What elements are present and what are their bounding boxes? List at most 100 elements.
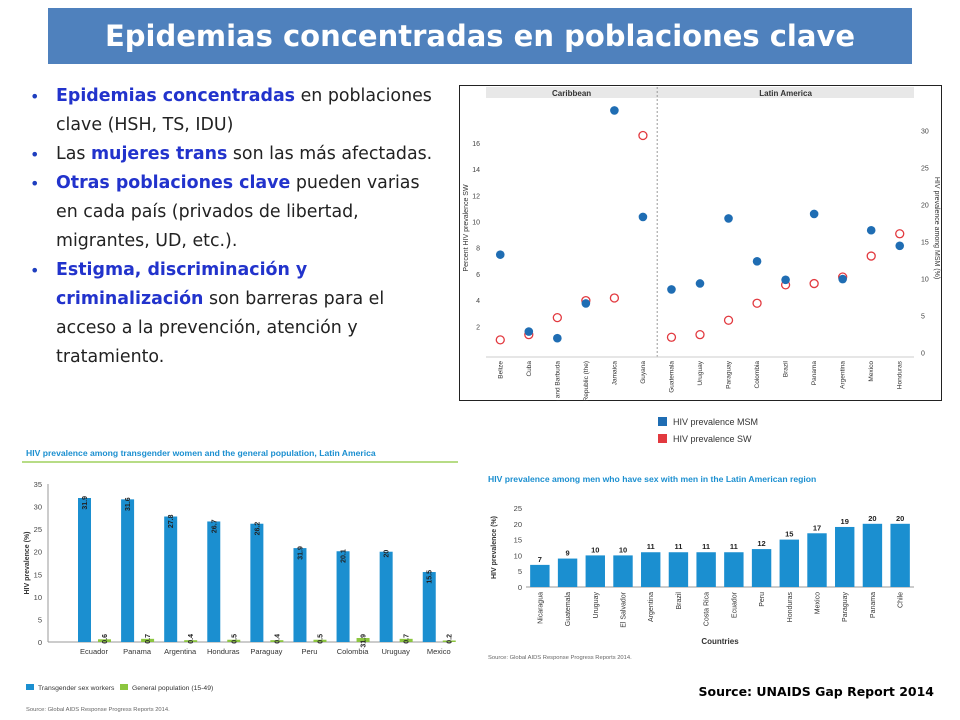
y-tick-right: 10 — [921, 277, 929, 284]
bar-value-label: 19 — [841, 517, 849, 526]
x-tick-label: Mexico — [868, 361, 875, 382]
group-label: Latin America — [759, 89, 812, 98]
chart-frame — [459, 85, 942, 401]
legend-swatch-msm — [658, 417, 667, 426]
group-label: Caribbean — [552, 89, 591, 98]
msm-bar — [641, 552, 661, 587]
bar-value-label: 0.5 — [317, 634, 324, 644]
bar-value-label: 31.9 — [361, 634, 368, 648]
x-tick-label: Panama — [123, 647, 152, 656]
msm-point — [524, 327, 534, 336]
sw-point — [666, 332, 677, 342]
general-population-bar — [442, 640, 456, 642]
general-population-bar — [184, 640, 198, 642]
y-tick-label: 35 — [34, 480, 42, 489]
msm-bar — [557, 558, 578, 587]
msm-bar — [530, 564, 550, 587]
transgender-bar — [207, 521, 221, 642]
y-tick-label: 25 — [514, 504, 522, 513]
sw-point — [695, 330, 705, 340]
msm-bar — [890, 523, 910, 587]
y-tick-label: 0 — [38, 638, 42, 647]
bar-value-label: 31.6 — [125, 497, 132, 511]
x-tick-label: Belize — [497, 361, 504, 379]
slide-source-note: Source: UNAIDS Gap Report 2014 — [698, 684, 934, 699]
bar-chart-msm-prevalence: HIV prevalence among men who have sex wi… — [484, 468, 924, 668]
bar-value-label: 0.5 — [231, 634, 238, 644]
bar-value-label: 0.2 — [447, 634, 454, 644]
y-tick-label: 15 — [34, 570, 42, 579]
bar-value-label: 15 — [785, 530, 793, 539]
x-tick-label: Argentina — [840, 361, 847, 389]
legend-label-transgender: Transgender sex workers — [38, 685, 115, 692]
x-tick-label: Argentina — [164, 647, 197, 656]
y-tick-left: 4 — [476, 298, 480, 305]
x-tick-label: Colombia — [337, 647, 370, 656]
y-tick-label: 20 — [34, 548, 42, 557]
msm-bar — [613, 555, 633, 587]
general-population-bar — [270, 640, 284, 642]
x-tick-label: Panama — [811, 361, 818, 386]
y-tick-left: 8 — [476, 246, 480, 253]
general-population-bar — [313, 639, 327, 642]
x-tick-label: Argentina — [648, 592, 655, 622]
y-tick-left: 10 — [472, 219, 480, 226]
sw-point — [723, 315, 734, 325]
y-tick-label: 5 — [38, 615, 42, 624]
scatter-chart-prevalence-sw-msm: Caribbean Latin America 2 4 6 8 10 12 14 16 0 5 10 15… — [459, 85, 942, 434]
bar-value-label: 0.4 — [274, 634, 281, 644]
y-tick-right: 15 — [921, 240, 929, 247]
legend-swatch-general — [120, 684, 128, 690]
chart-source: Source: Global AIDS Response Progress Re… — [26, 707, 170, 713]
y-tick-right: 25 — [921, 166, 929, 173]
legend-label-msm: HIV prevalence MSM — [673, 417, 758, 427]
msm-point — [781, 275, 790, 285]
x-tick-label: Panama — [870, 592, 877, 618]
bar-value-label: 26.7 — [211, 519, 218, 533]
slide-title: Epidemias concentradas en poblaciones cl… — [104, 19, 856, 53]
y-tick-label: 10 — [34, 593, 42, 602]
x-tick-label: Jamaica — [611, 361, 618, 386]
x-tick-label: Chile — [898, 592, 905, 608]
bullet-text: son barreras para el acceso a la prevenc… — [56, 289, 385, 367]
msm-point — [866, 225, 876, 235]
x-tick-label: Cuba — [526, 361, 533, 377]
x-tick-label: Honduras — [207, 647, 240, 656]
bar-value-label: 12 — [757, 539, 765, 548]
bar-value-label: 31.9 — [297, 546, 304, 560]
y-tick-label: 20 — [514, 520, 522, 529]
y-tick-right: 5 — [921, 314, 925, 321]
x-tick-label: Uruguay — [593, 592, 600, 619]
msm-bar — [807, 533, 827, 587]
bar-value-label: 20 — [896, 514, 904, 523]
chart-title: HIV prevalence among transgender women a… — [26, 448, 376, 458]
bullet-text: en poblaciones clave (HSH, TS, IDU) — [56, 86, 432, 135]
y-tick-label: 0 — [518, 583, 522, 592]
x-tick-label: Mexico — [815, 592, 822, 614]
msm-point — [752, 257, 762, 266]
msm-bar — [696, 552, 716, 587]
y-tick-right: 0 — [921, 351, 925, 358]
x-tick-label: Peru — [759, 592, 766, 607]
y-tick-label: 10 — [514, 551, 522, 560]
msm-point — [495, 250, 505, 259]
bar-value-label: 0.6 — [102, 634, 109, 644]
x-tick-label: Uruguay — [381, 647, 410, 656]
msm-point — [553, 333, 562, 343]
transgender-bar — [250, 523, 264, 642]
transgender-bar — [121, 499, 135, 642]
bar-value-label: 0.4 — [188, 634, 195, 644]
x-tick-label: Brazil — [783, 360, 790, 377]
bar-value-label: 20 — [384, 550, 391, 558]
legend-swatch-sw — [658, 434, 667, 443]
transgender-bar — [422, 572, 436, 642]
bar-value-label: 11 — [647, 542, 655, 551]
bar-value-label: 9 — [565, 549, 569, 558]
y-axis-label-right: HIV prevalence among MSM (%) — [933, 177, 940, 279]
msm-bar — [779, 539, 799, 587]
msm-bar — [585, 555, 605, 587]
bar-value-label: 7 — [538, 555, 542, 564]
msm-bar — [835, 526, 855, 587]
y-tick-right: 30 — [921, 129, 929, 136]
y-tick-label: 25 — [34, 525, 42, 534]
